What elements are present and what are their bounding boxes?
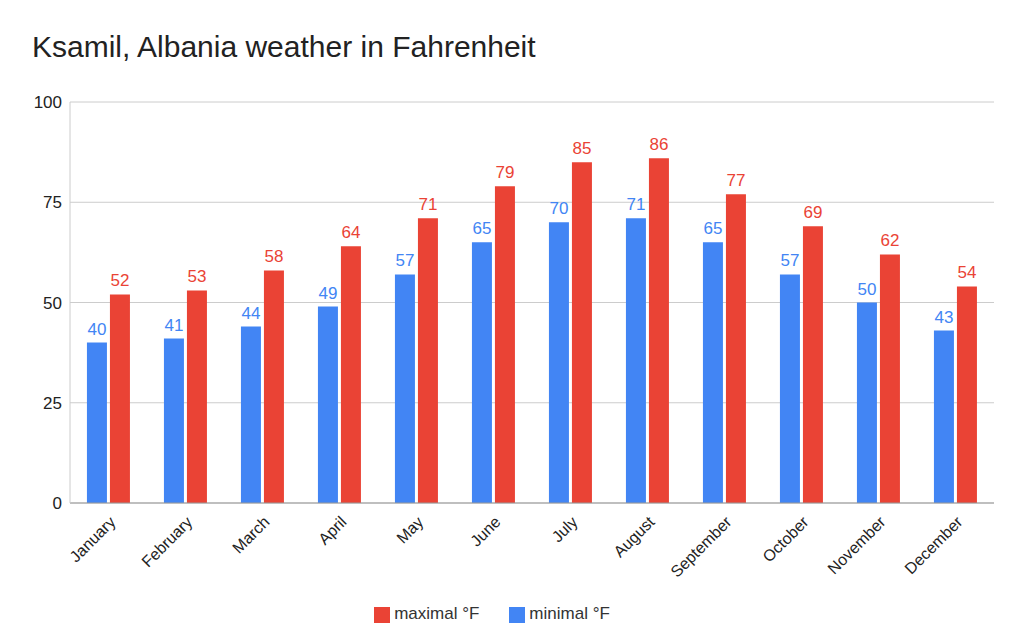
- svg-text:40: 40: [87, 320, 106, 339]
- svg-text:54: 54: [957, 263, 976, 282]
- svg-text:January: January: [66, 513, 118, 565]
- svg-text:69: 69: [803, 203, 822, 222]
- svg-text:April: April: [315, 513, 350, 548]
- svg-text:77: 77: [726, 171, 745, 190]
- svg-text:71: 71: [626, 195, 645, 214]
- svg-text:64: 64: [341, 223, 360, 242]
- svg-text:79: 79: [495, 163, 514, 182]
- html-text:Ksamil, Albania weather in Fah: Ksamil, Albania weather in Fahrenheit: [32, 30, 536, 63]
- svg-text:41: 41: [164, 316, 183, 335]
- svg-text:65: 65: [472, 219, 491, 238]
- svg-text:July: July: [549, 513, 581, 545]
- svg-text:50: 50: [857, 280, 876, 299]
- svg-text:October: October: [759, 513, 812, 566]
- html-text:minimal °F: minimal °F: [529, 604, 610, 623]
- svg-text:62: 62: [880, 231, 899, 250]
- svg-text:44: 44: [241, 304, 260, 323]
- svg-text:50: 50: [43, 294, 62, 313]
- svg-text:85: 85: [572, 139, 591, 158]
- svg-text:100: 100: [34, 93, 62, 112]
- svg-text:November: November: [824, 513, 889, 578]
- svg-text:58: 58: [264, 247, 283, 266]
- svg-text:52: 52: [110, 271, 129, 290]
- svg-text:43: 43: [934, 308, 953, 327]
- svg-text:February: February: [138, 513, 195, 570]
- svg-text:57: 57: [780, 251, 799, 270]
- svg-text:70: 70: [549, 199, 568, 218]
- svg-text:75: 75: [43, 193, 62, 212]
- svg-text:March: March: [229, 513, 272, 556]
- svg-text:June: June: [467, 513, 504, 550]
- svg-text:0: 0: [53, 494, 62, 513]
- svg-text:86: 86: [649, 135, 668, 154]
- svg-text:September: September: [667, 513, 735, 581]
- svg-text:71: 71: [418, 195, 437, 214]
- svg-text:May: May: [393, 513, 426, 546]
- svg-text:65: 65: [703, 219, 722, 238]
- svg-text:December: December: [901, 513, 966, 578]
- svg-text:25: 25: [43, 394, 62, 413]
- svg-text:49: 49: [318, 284, 337, 303]
- svg-text:57: 57: [395, 251, 414, 270]
- svg-text:August: August: [610, 513, 658, 561]
- html-text:maximal °F: maximal °F: [394, 604, 480, 623]
- svg-text:53: 53: [187, 267, 206, 286]
